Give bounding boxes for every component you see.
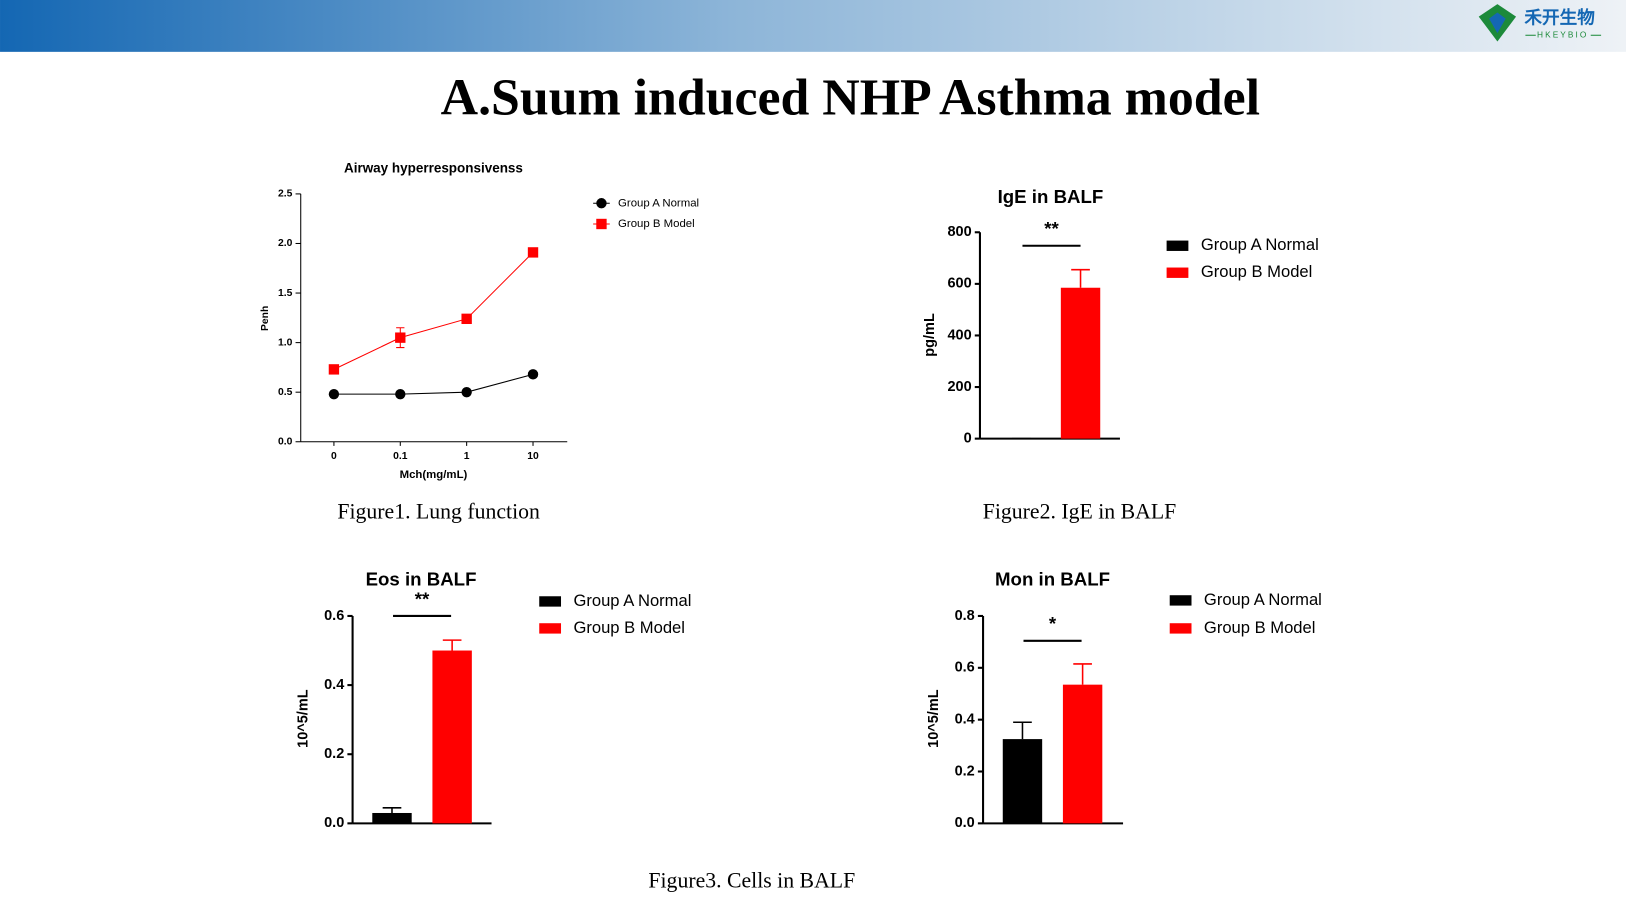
- bar: [432, 650, 472, 824]
- legend-swatch: [1166, 240, 1189, 251]
- chart-title: Mon in BALF: [995, 569, 1110, 590]
- error-bar: [382, 807, 402, 813]
- bar: [1002, 739, 1043, 824]
- x-tick-label: 0: [331, 451, 337, 462]
- series-line: [333, 252, 534, 370]
- chart-title: Airway hyperresponsivenss: [344, 161, 523, 176]
- y-tick-label: 0.6: [324, 608, 344, 624]
- bar: [1060, 287, 1101, 439]
- y-tick-label: 0.4: [324, 677, 344, 693]
- chart-title: Eos in BALF: [366, 569, 477, 590]
- x-axis-label: Mch(mg/mL): [400, 469, 468, 481]
- point: [395, 332, 406, 343]
- header-bar: [0, 0, 1626, 52]
- y-tick-label: 800: [947, 224, 971, 240]
- y-axis-label: 10^5/mL: [926, 689, 942, 748]
- legend-label: Group B Model: [573, 618, 685, 637]
- point: [395, 388, 406, 400]
- legend-label: Group A Normal: [618, 197, 699, 209]
- point: [328, 388, 340, 400]
- x-tick-label: 10: [527, 451, 539, 462]
- error-bar: [1071, 268, 1090, 288]
- point: [461, 313, 472, 325]
- y-tick-label: 1.5: [278, 288, 293, 299]
- page-title: A.Suum induced NHP Asthma model: [441, 70, 1260, 127]
- chart-title: IgE in BALF: [998, 186, 1104, 207]
- logo: 禾开生物 HKEYBIO: [1478, 4, 1602, 42]
- y-axis-label: Penh: [260, 306, 271, 331]
- logo-subtext: HKEYBIO: [1537, 29, 1588, 39]
- y-tick-label: 0.0: [324, 815, 344, 831]
- error-bar: [442, 639, 462, 651]
- y-tick-label: 600: [947, 276, 971, 292]
- y-tick-label: 200: [947, 379, 971, 395]
- legend-marker: [596, 218, 607, 230]
- caption: Figure2. IgE in BALF: [983, 499, 1176, 523]
- y-tick-label: 0.8: [955, 608, 975, 624]
- y-tick-label: 400: [947, 327, 971, 343]
- y-tick-label: 0.2: [324, 746, 344, 762]
- legend-label: Group A Normal: [573, 591, 691, 610]
- y-tick-label: 0.5: [278, 387, 293, 398]
- logo-icon-inner: [1489, 12, 1506, 34]
- legend-swatch: [539, 596, 562, 607]
- y-axis-label: 10^5/mL: [296, 689, 312, 748]
- y-tick-label: 0.6: [955, 660, 975, 676]
- y-tick-label: 0.0: [955, 815, 975, 831]
- legend-marker: [596, 198, 607, 209]
- significance-label: **: [1044, 218, 1059, 239]
- y-tick-label: 0: [964, 430, 972, 446]
- significance-label: *: [1049, 613, 1057, 634]
- legend-label: Group B Model: [1201, 262, 1313, 281]
- y-tick-label: 0.4: [955, 711, 975, 727]
- legend-label: Group B Model: [1204, 618, 1316, 637]
- legend-label: Group A Normal: [1204, 590, 1322, 609]
- y-tick-label: 1.0: [278, 337, 293, 348]
- legend-swatch: [1166, 267, 1189, 278]
- series-line: [333, 373, 534, 395]
- x-tick-label: 1: [464, 451, 470, 462]
- legend-label: Group B Model: [618, 218, 695, 230]
- y-tick-label: 0.0: [278, 436, 293, 447]
- y-tick-label: 2.5: [278, 189, 293, 200]
- y-tick-label: 2.0: [278, 238, 293, 249]
- point: [527, 369, 539, 380]
- error-bar: [1013, 721, 1032, 740]
- y-tick-label: 0.2: [955, 763, 975, 779]
- bar: [372, 812, 412, 824]
- point: [328, 364, 340, 375]
- bar: [1062, 684, 1103, 824]
- legend-swatch: [539, 623, 562, 634]
- point: [461, 386, 472, 398]
- legend-swatch: [1169, 623, 1192, 634]
- legend-swatch: [1169, 595, 1192, 606]
- y-axis-label: pg/mL: [922, 313, 938, 357]
- significance-label: **: [415, 588, 430, 609]
- x-tick-label: 0.1: [393, 451, 408, 462]
- point: [527, 247, 539, 258]
- caption: Figure3. Cells in BALF: [648, 868, 855, 892]
- logo-text: 禾开生物: [1524, 7, 1595, 27]
- error-bar: [1073, 663, 1092, 685]
- legend-label: Group A Normal: [1201, 235, 1319, 254]
- caption: Figure1. Lung function: [337, 499, 540, 523]
